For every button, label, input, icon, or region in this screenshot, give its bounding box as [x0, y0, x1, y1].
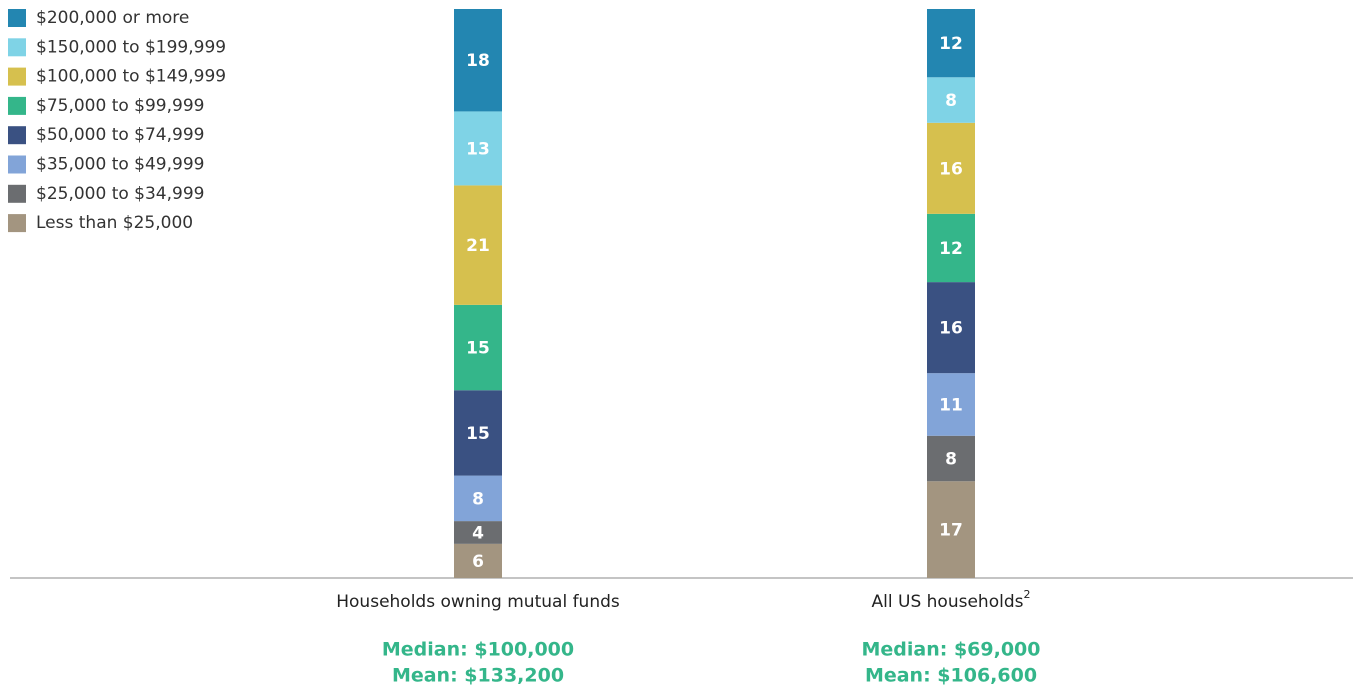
legend-label: $75,000 to $99,999	[36, 96, 204, 116]
data-label: 11	[939, 395, 963, 415]
bar-segment	[454, 521, 502, 544]
legend-label: $100,000 to $149,999	[36, 67, 226, 87]
data-label: 8	[945, 450, 957, 470]
bar-segment	[927, 282, 975, 374]
legend-swatch	[8, 96, 26, 115]
bar-segment	[454, 304, 502, 391]
legend-label: $25,000 to $34,999	[36, 184, 204, 204]
bar-segment	[927, 373, 975, 436]
legend-label: $50,000 to $74,999	[36, 125, 204, 145]
annotation: Mean: $106,600	[865, 665, 1037, 687]
bar-segment	[927, 435, 975, 482]
data-label: 12	[939, 34, 963, 54]
legend-swatch	[8, 184, 26, 203]
bar-segment	[454, 185, 502, 305]
data-label: 21	[466, 236, 490, 256]
bar-segment	[927, 213, 975, 283]
data-label: 15	[466, 424, 490, 444]
data-label: 16	[939, 319, 963, 339]
bar-segment	[454, 543, 502, 578]
data-label: 4	[472, 523, 484, 543]
data-label: 6	[472, 552, 484, 572]
legend-label: Less than $25,000	[36, 213, 193, 233]
bar-segment	[454, 390, 502, 476]
data-label: 15	[466, 339, 490, 359]
legend-swatch	[8, 67, 26, 86]
data-label: 16	[939, 159, 963, 179]
annotation: Mean: $133,200	[392, 665, 564, 687]
bar-segment	[927, 122, 975, 214]
data-label: 8	[472, 489, 484, 509]
bar-segment	[454, 111, 502, 186]
legend-swatch	[8, 126, 26, 145]
data-label: 18	[466, 51, 490, 71]
bar-segment	[927, 481, 975, 578]
data-label: 12	[939, 239, 963, 259]
data-label: 17	[939, 521, 963, 541]
legend-label: $35,000 to $49,999	[36, 155, 204, 175]
bar-segment	[454, 9, 502, 112]
bar-segment	[927, 77, 975, 123]
annotation: Median: $100,000	[382, 639, 574, 661]
bar-segment	[454, 475, 502, 522]
legend-swatch	[8, 9, 26, 27]
data-label: 13	[466, 139, 490, 159]
legend-label: $150,000 to $199,999	[36, 37, 226, 57]
category-name: Households owning mutual funds	[336, 592, 620, 612]
category-label: Households owning mutual funds	[336, 592, 620, 612]
footnote-marker: 2	[1023, 588, 1030, 601]
bar-segment	[927, 9, 975, 78]
legend-swatch	[8, 155, 26, 174]
data-label: 8	[945, 91, 957, 111]
category-label: All US households2	[872, 588, 1031, 612]
legend-swatch	[8, 214, 26, 233]
legend-label: $200,000 or more	[36, 8, 189, 28]
category-name: All US households	[872, 592, 1024, 612]
annotation: Median: $69,000	[861, 639, 1040, 661]
legend-swatch	[8, 38, 26, 57]
